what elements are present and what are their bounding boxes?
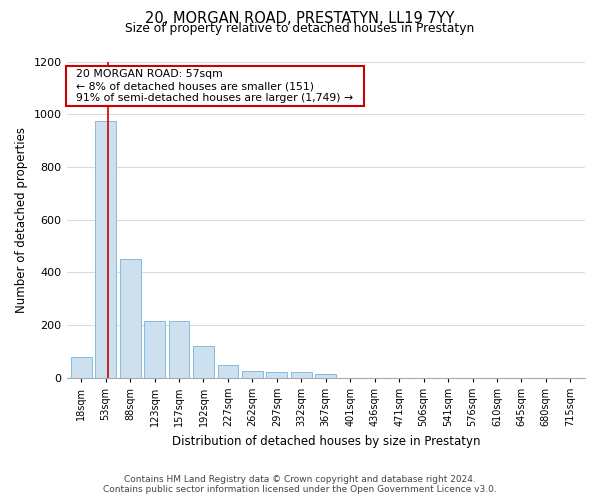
Bar xyxy=(218,366,238,378)
Y-axis label: Number of detached properties: Number of detached properties xyxy=(15,126,28,312)
Bar xyxy=(242,371,263,378)
Text: Contains HM Land Registry data © Crown copyright and database right 2024.
Contai: Contains HM Land Registry data © Crown c… xyxy=(103,474,497,494)
Bar xyxy=(169,321,190,378)
Bar xyxy=(291,372,312,378)
Bar xyxy=(71,356,92,378)
Text: 20 MORGAN ROAD: 57sqm  
  ← 8% of detached houses are smaller (151)  
  91% of s: 20 MORGAN ROAD: 57sqm ← 8% of detached h… xyxy=(69,70,360,102)
X-axis label: Distribution of detached houses by size in Prestatyn: Distribution of detached houses by size … xyxy=(172,434,480,448)
Bar xyxy=(95,121,116,378)
Text: 20, MORGAN ROAD, PRESTATYN, LL19 7YY: 20, MORGAN ROAD, PRESTATYN, LL19 7YY xyxy=(145,11,455,26)
Bar xyxy=(316,374,336,378)
Bar xyxy=(144,321,165,378)
Bar xyxy=(193,346,214,378)
Text: Size of property relative to detached houses in Prestatyn: Size of property relative to detached ho… xyxy=(125,22,475,35)
Bar xyxy=(120,259,140,378)
Bar xyxy=(266,372,287,378)
